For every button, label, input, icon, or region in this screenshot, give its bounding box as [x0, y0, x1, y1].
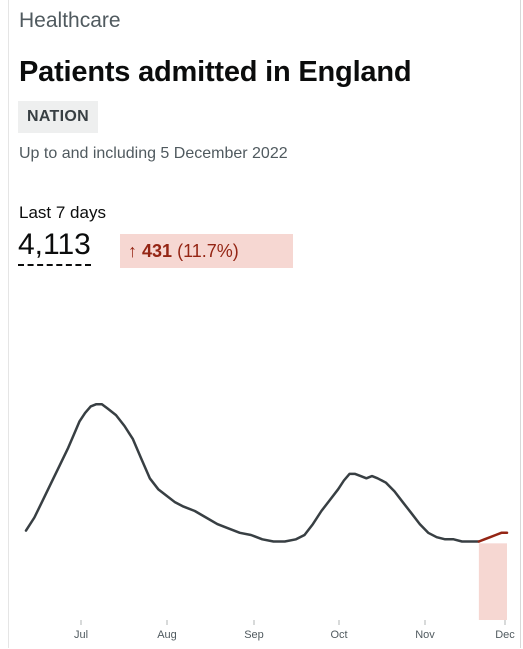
- category-label: Healthcare: [19, 9, 121, 32]
- change-percent: (11.7%): [177, 241, 239, 261]
- series-line-1: [477, 531, 509, 543]
- change-badge: ↑ 431 (11.7%): [120, 234, 293, 268]
- period-label: Last 7 days: [19, 203, 106, 222]
- updated-date: Up to and including 5 December 2022: [19, 145, 288, 162]
- chart-highlight-region: [478, 543, 507, 620]
- x-tick-label: Jul: [74, 629, 88, 641]
- series-line-0: [24, 402, 481, 543]
- trend-chart: Jul Aug Sep Oct Nov Dec: [24, 402, 515, 641]
- metric-card: Healthcare Patients admitted in England …: [8, 0, 521, 648]
- x-tick-label: Oct: [330, 629, 347, 641]
- card-title[interactable]: Patients admitted in England: [19, 56, 412, 88]
- x-tick-label: Nov: [415, 629, 435, 641]
- x-tick-label: Sep: [244, 629, 264, 641]
- x-tick-label: Dec: [495, 629, 515, 641]
- area-tag: NATION: [18, 101, 98, 133]
- change-amount: 431: [142, 241, 173, 261]
- arrow-up-icon: ↑: [128, 241, 137, 261]
- x-tick-label: Aug: [157, 629, 177, 641]
- headline-value[interactable]: 4,113: [18, 226, 91, 266]
